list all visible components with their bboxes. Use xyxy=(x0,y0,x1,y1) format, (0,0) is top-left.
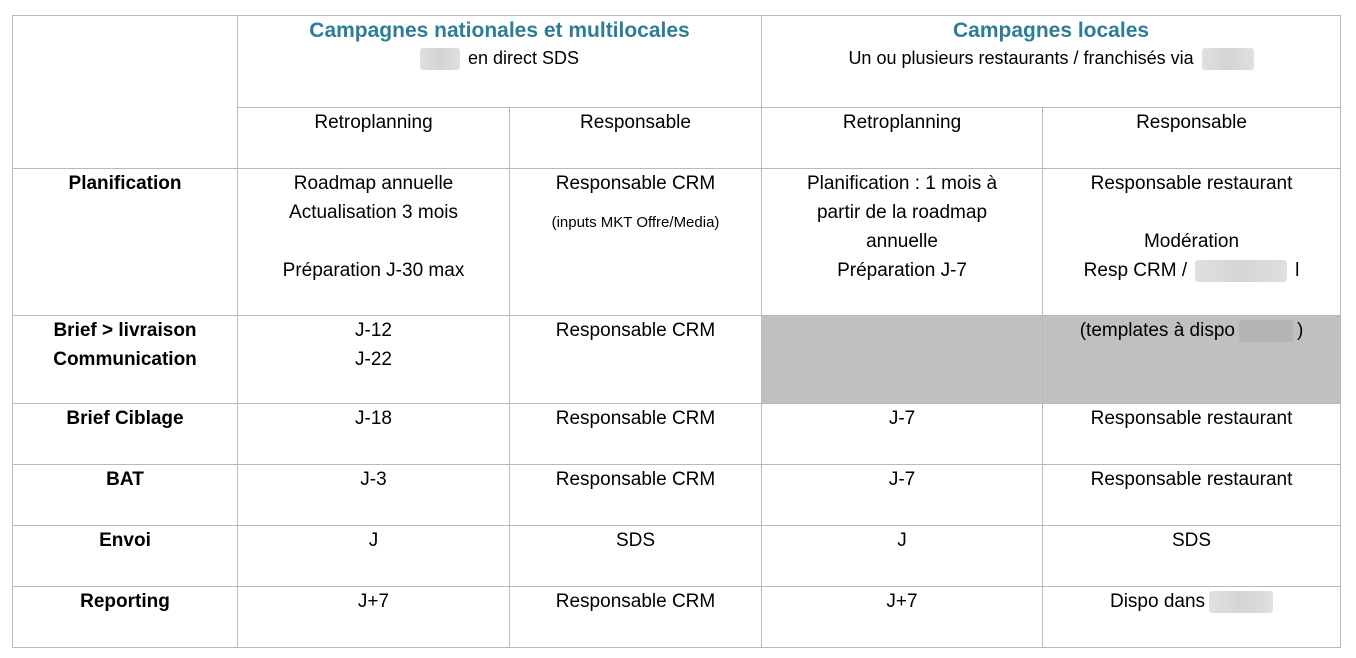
nat-retroplanning-cell: J+7 xyxy=(237,586,510,648)
nat-retroplanning-cell: J-12 J-22 xyxy=(237,315,510,404)
loc-retroplanning-cell-empty xyxy=(761,315,1044,404)
table-row: Envoi J SDS J SDS xyxy=(12,525,1342,587)
loc-retroplanning-cell: J+7 xyxy=(761,586,1044,648)
nat-responsable-cell: SDS xyxy=(508,525,763,587)
header-row-campaigns: Campagnes nationales et multilocales en … xyxy=(12,15,1342,169)
redacted-block xyxy=(1238,319,1293,342)
national-campaigns-header: Campagnes nationales et multilocales en … xyxy=(236,15,763,108)
national-subtitle-text: en direct SDS xyxy=(467,48,580,68)
cell-line: Dispo dans xyxy=(1109,591,1206,612)
loc-responsable-cell: Responsable restaurant Modération Resp C… xyxy=(1042,168,1342,316)
stage-label: Reporting xyxy=(12,586,238,648)
table-row: BAT J-3 Responsable CRM J-7 Responsable … xyxy=(12,464,1342,526)
national-campaigns-subtitle: en direct SDS xyxy=(242,45,757,71)
nat-retroplanning-cell: J-18 xyxy=(237,403,510,465)
stage-label-line: Brief > livraison xyxy=(53,320,197,341)
cell-line: J-12 xyxy=(355,320,392,341)
planning-table: Campagnes nationales et multilocales en … xyxy=(12,15,1342,648)
redacted-block xyxy=(1201,48,1254,71)
corner-cell xyxy=(12,15,238,169)
col-header-loc-retroplanning: Retroplanning xyxy=(761,107,1044,169)
cell-line: Roadmap annuelle xyxy=(293,173,454,194)
cell-note: (inputs MKT Offre/Media) xyxy=(551,214,720,231)
loc-responsable-cell: (templates à dispo) xyxy=(1042,315,1342,404)
cell-line: Modération xyxy=(1143,231,1240,252)
nat-retroplanning-cell: J-3 xyxy=(237,464,510,526)
stage-label: Brief Ciblage xyxy=(12,403,238,465)
cell-line: J-22 xyxy=(355,349,392,370)
loc-retroplanning-cell: J xyxy=(761,525,1044,587)
nat-retroplanning-cell: Roadmap annuelle Actualisation 3 mois Pr… xyxy=(237,168,510,316)
col-header-loc-responsable: Responsable xyxy=(1042,107,1342,169)
cell-line: Actualisation 3 mois xyxy=(289,202,458,223)
table-row: Reporting J+7 Responsable CRM J+7 Dispo … xyxy=(12,586,1342,648)
nat-responsable-cell: Responsable CRM xyxy=(508,586,763,648)
loc-retroplanning-cell: J-7 xyxy=(761,464,1044,526)
cell-line: annuelle xyxy=(866,231,938,252)
cell-line: Responsable CRM xyxy=(555,173,716,194)
table-row: Planification Roadmap annuelle Actualisa… xyxy=(12,168,1342,316)
cell-line: (templates à dispo) xyxy=(1079,319,1304,342)
cell-line: partir de la roadmap xyxy=(816,202,988,223)
loc-responsable-cell: Dispo dans xyxy=(1042,586,1342,648)
table-row: Brief > livraison Communication J-12 J-2… xyxy=(12,315,1342,404)
stage-label: Envoi xyxy=(12,525,238,587)
redacted-block xyxy=(419,48,460,71)
table-row: Brief Ciblage J-18 Responsable CRM J-7 R… xyxy=(12,403,1342,465)
cell-line: Préparation J-30 max xyxy=(282,260,465,281)
stage-label: Planification xyxy=(12,168,238,316)
local-subtitle-text: Un ou plusieurs restaurants / franchisés… xyxy=(848,48,1194,68)
col-header-nat-responsable: Responsable xyxy=(508,107,763,169)
nat-responsable-cell: Responsable CRM xyxy=(508,315,763,404)
loc-responsable-cell: Responsable restaurant xyxy=(1042,464,1342,526)
cell-line: Préparation J-7 xyxy=(837,260,967,281)
local-campaigns-subtitle: Un ou plusieurs restaurants / franchisés… xyxy=(766,45,1336,71)
nat-responsable-cell: Responsable CRM xyxy=(508,403,763,465)
nat-retroplanning-cell: J xyxy=(237,525,510,587)
nat-responsable-cell: Responsable CRM xyxy=(508,464,763,526)
loc-retroplanning-cell: J-7 xyxy=(761,403,1044,465)
cell-line: Responsable restaurant xyxy=(1090,173,1293,194)
header-row-columns: Retroplanning Responsable Retroplanning … xyxy=(13,107,1342,169)
loc-responsable-cell: SDS xyxy=(1042,525,1342,587)
cell-line: Planification : 1 mois à xyxy=(806,173,998,194)
stage-label: Brief > livraison Communication xyxy=(12,315,238,404)
loc-responsable-cell: Responsable restaurant xyxy=(1042,403,1342,465)
col-header-nat-retroplanning: Retroplanning xyxy=(237,107,510,169)
redacted-block xyxy=(1195,259,1288,282)
nat-responsable-cell: Responsable CRM (inputs MKT Offre/Media) xyxy=(508,168,763,316)
cell-line: Resp CRM / l xyxy=(1083,259,1300,282)
stage-label: BAT xyxy=(12,464,238,526)
loc-retroplanning-cell: Planification : 1 mois à partir de la ro… xyxy=(761,168,1044,316)
national-campaigns-title: Campagnes nationales et multilocales xyxy=(309,19,690,42)
local-campaigns-title: Campagnes locales xyxy=(952,19,1150,42)
redacted-block xyxy=(1209,590,1274,613)
local-campaigns-header: Campagnes locales Un ou plusieurs restau… xyxy=(761,15,1342,108)
stage-label-line: Communication xyxy=(53,349,197,370)
